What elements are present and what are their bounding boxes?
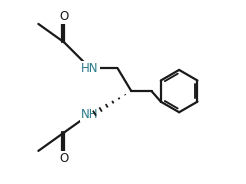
Text: O: O — [60, 152, 69, 165]
Text: NH: NH — [81, 108, 99, 121]
Text: HN: HN — [81, 62, 99, 75]
Text: O: O — [60, 10, 69, 23]
